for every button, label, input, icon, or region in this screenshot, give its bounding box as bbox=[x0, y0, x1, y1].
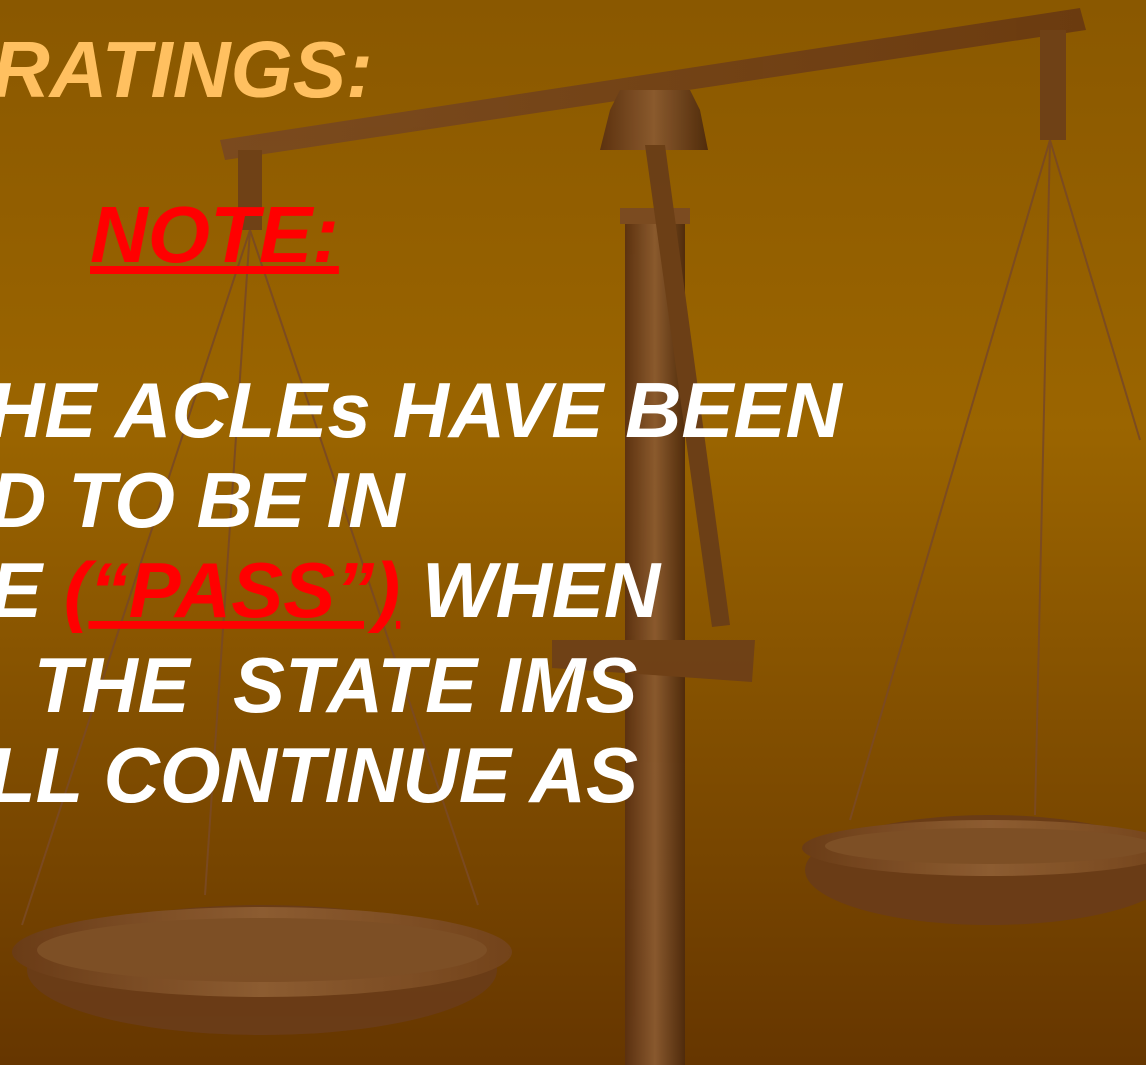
body-text: HE ACLEs HAVE BEEN D TO BE IN E (“PASS”)… bbox=[0, 366, 843, 819]
title: RATINGS: bbox=[0, 25, 373, 114]
body-line: LL CONTINUE AS bbox=[0, 731, 638, 819]
pass-highlight: (“PASS”) bbox=[64, 546, 401, 634]
body-line: E (“PASS”) WHEN bbox=[0, 546, 662, 634]
scale-illustration bbox=[12, 8, 1146, 1065]
body-line: HE ACLEs HAVE BEEN bbox=[0, 366, 843, 454]
body-line: THE STATE IMS bbox=[12, 641, 637, 729]
body-line: D TO BE IN bbox=[0, 456, 406, 544]
note-heading: NOTE: bbox=[90, 190, 339, 279]
body-segment: E bbox=[0, 546, 64, 634]
body-segment: WHEN bbox=[400, 546, 662, 634]
